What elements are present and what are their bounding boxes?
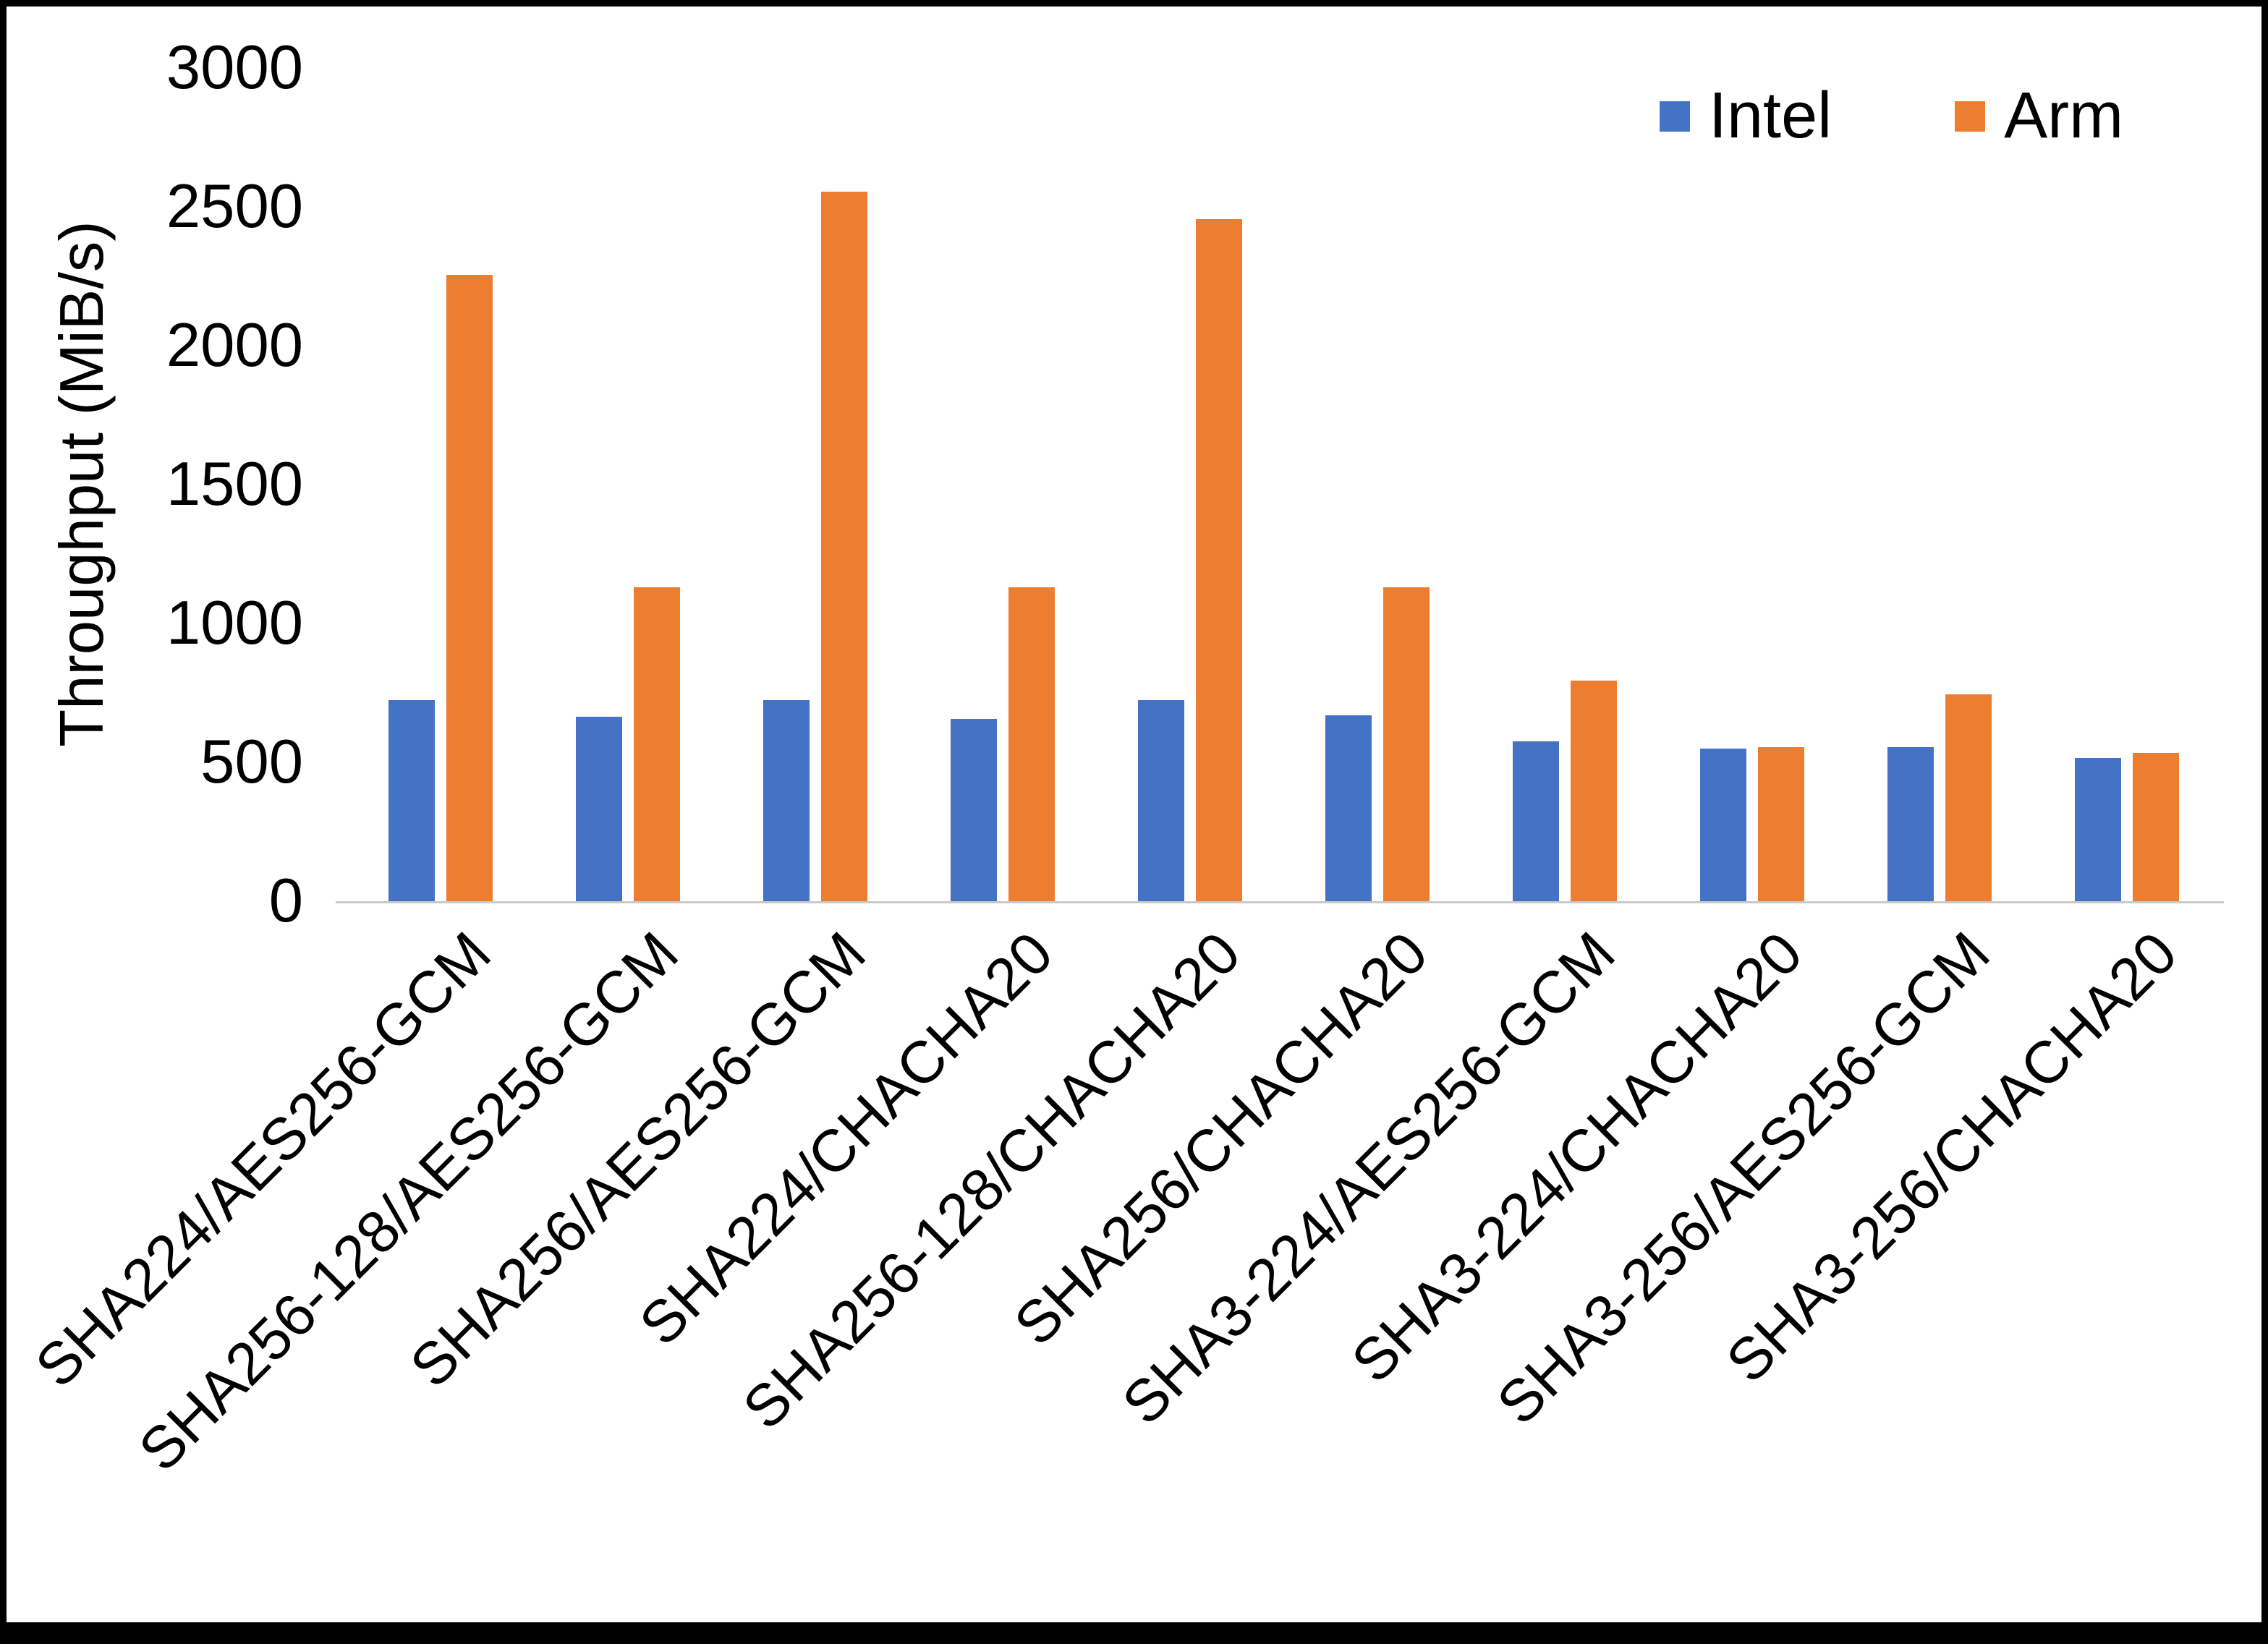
y-tick-label: 500 bbox=[200, 728, 303, 796]
y-tick-label: 0 bbox=[268, 866, 303, 935]
bar-arm-7 bbox=[1570, 680, 1617, 901]
bar-intel-9 bbox=[1887, 746, 1934, 901]
bar-intel-8 bbox=[1699, 748, 1746, 901]
bar-arm-9 bbox=[1945, 694, 1992, 901]
legend: Intel Arm bbox=[1660, 79, 2123, 153]
legend-label-arm: Arm bbox=[2004, 80, 2124, 152]
y-tick-label: 1000 bbox=[166, 589, 303, 657]
bar-arm-4 bbox=[1008, 587, 1055, 901]
bar-arm-10 bbox=[2132, 752, 2179, 901]
y-tick-label: 2500 bbox=[166, 172, 303, 241]
legend-label-intel: Intel bbox=[1709, 80, 1832, 152]
bar-intel-4 bbox=[950, 719, 997, 901]
x-axis-line bbox=[336, 901, 2224, 903]
legend-item-intel: Intel bbox=[1660, 79, 1832, 153]
bar-intel-6 bbox=[1325, 715, 1372, 901]
bar-arm-8 bbox=[1757, 746, 1804, 901]
legend-swatch-intel bbox=[1660, 101, 1690, 132]
bar-arm-3 bbox=[820, 191, 867, 901]
bar-arm-6 bbox=[1383, 587, 1430, 901]
bar-arm-2 bbox=[633, 587, 680, 901]
bar-intel-7 bbox=[1512, 741, 1559, 901]
bar-intel-1 bbox=[388, 699, 435, 901]
bar-intel-5 bbox=[1137, 699, 1184, 901]
bar-chart: Throughput (MiB/s) Intel Arm 0 500 1000 150… bbox=[7, 7, 2261, 1622]
y-tick-label: 2000 bbox=[166, 311, 303, 380]
legend-item-arm: Arm bbox=[1955, 79, 2123, 153]
legend-swatch-arm bbox=[1955, 101, 1986, 132]
bar-arm-1 bbox=[446, 275, 493, 901]
bar-intel-10 bbox=[2074, 758, 2121, 901]
bar-intel-3 bbox=[763, 699, 810, 901]
bar-arm-5 bbox=[1195, 219, 1242, 901]
y-tick-label: 1500 bbox=[166, 450, 303, 519]
bar-intel-2 bbox=[575, 716, 622, 901]
y-tick-label: 3000 bbox=[166, 33, 303, 102]
